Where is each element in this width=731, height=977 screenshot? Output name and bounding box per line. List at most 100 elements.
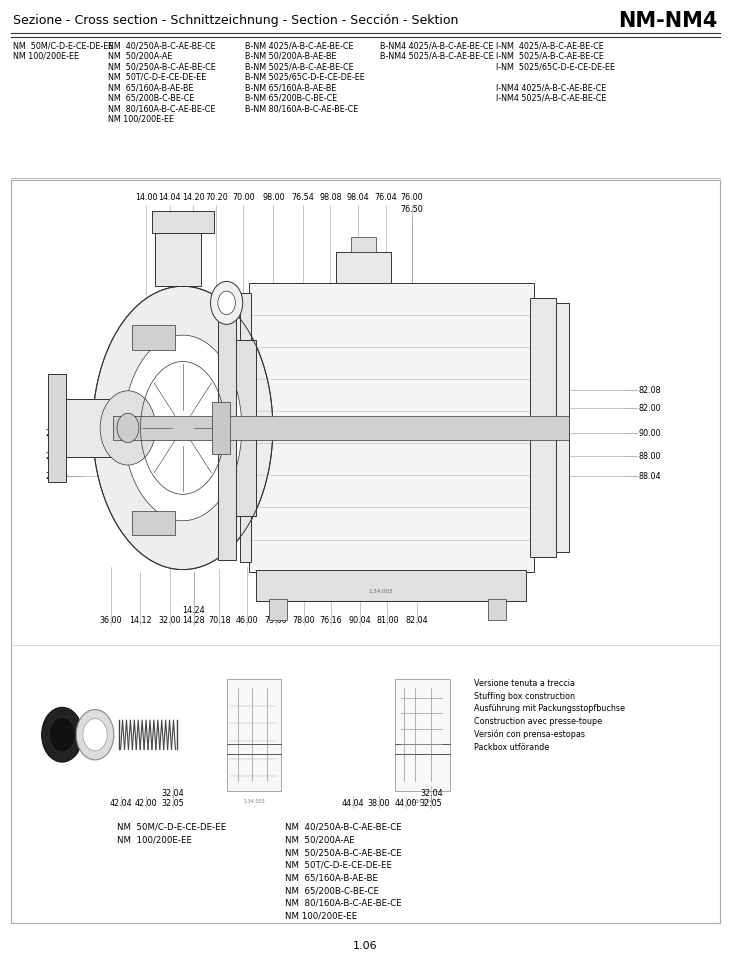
Text: NM  65/160A-B-AE-BE: NM 65/160A-B-AE-BE xyxy=(108,83,194,92)
Polygon shape xyxy=(124,335,242,521)
Text: NM  100/200E-EE: NM 100/200E-EE xyxy=(117,835,192,844)
Bar xyxy=(488,599,506,620)
Text: 90.00: 90.00 xyxy=(638,429,661,438)
Text: 28.04: 28.04 xyxy=(45,452,68,461)
Bar xyxy=(269,599,287,620)
Bar xyxy=(212,402,230,454)
Text: 14.04: 14.04 xyxy=(159,193,181,202)
Text: 76.04: 76.04 xyxy=(375,193,397,202)
Text: B-NM 65/200B-C-BE-CE: B-NM 65/200B-C-BE-CE xyxy=(245,94,337,103)
Text: NM 100/200E-EE: NM 100/200E-EE xyxy=(285,912,357,920)
Text: NM  80/160A-B-C-AE-BE-CE: NM 80/160A-B-C-AE-BE-CE xyxy=(285,899,402,908)
Bar xyxy=(218,296,236,560)
Text: 28.00: 28.00 xyxy=(45,429,68,438)
Bar xyxy=(240,293,251,562)
Text: 76.16: 76.16 xyxy=(320,616,342,625)
Circle shape xyxy=(211,281,243,324)
Text: 36.00: 36.00 xyxy=(100,616,122,625)
Text: 70.00: 70.00 xyxy=(232,193,254,202)
Text: Ausführung mit Packungsstopfbuchse: Ausführung mit Packungsstopfbuchse xyxy=(474,704,625,713)
Text: Versión con prensa-estopas: Versión con prensa-estopas xyxy=(474,730,585,740)
Text: 98.00: 98.00 xyxy=(262,193,284,202)
Text: 32.05: 32.05 xyxy=(161,799,184,808)
Text: 78.00: 78.00 xyxy=(293,616,315,625)
Text: 88.04: 88.04 xyxy=(638,472,661,481)
Bar xyxy=(351,237,376,252)
Text: 98.08: 98.08 xyxy=(319,193,341,202)
Text: 44.00: 44.00 xyxy=(395,799,417,808)
Text: NM 100/200E-EE: NM 100/200E-EE xyxy=(13,52,79,61)
Text: NM  50M/C-D-E-CE-DE-EE: NM 50M/C-D-E-CE-DE-EE xyxy=(117,823,226,831)
Text: NM  50T/C-D-E-CE-DE-EE: NM 50T/C-D-E-CE-DE-EE xyxy=(108,72,206,82)
Text: 32.05: 32.05 xyxy=(420,799,443,808)
Text: B-NM 5025/A-B-C-AE-BE-CE: B-NM 5025/A-B-C-AE-BE-CE xyxy=(245,63,354,71)
Bar xyxy=(249,283,534,572)
Polygon shape xyxy=(93,286,273,570)
Text: B-NM 4025/A-B-C-AE-BE-CE: B-NM 4025/A-B-C-AE-BE-CE xyxy=(245,41,353,50)
Bar xyxy=(227,678,281,791)
Circle shape xyxy=(49,717,75,752)
Circle shape xyxy=(76,709,114,760)
Text: NM  50/200A-AE: NM 50/200A-AE xyxy=(285,835,355,844)
Bar xyxy=(256,570,526,601)
Text: B-NM 65/160A-B-AE-BE: B-NM 65/160A-B-AE-BE xyxy=(245,83,336,92)
Circle shape xyxy=(117,413,139,443)
Text: I-NM  4025/A-B-C-AE-BE-CE: I-NM 4025/A-B-C-AE-BE-CE xyxy=(496,41,603,50)
Text: 1.34.004: 1.34.004 xyxy=(412,799,433,804)
Text: Sezione - Cross section - Schnittzeichnung - Section - Sección - Sektion: Sezione - Cross section - Schnittzeichnu… xyxy=(13,14,458,27)
Text: 90.04: 90.04 xyxy=(349,616,371,625)
Text: NM  50/250A-B-C-AE-BE-CE: NM 50/250A-B-C-AE-BE-CE xyxy=(285,848,402,857)
Text: NM  40/250A-B-C-AE-BE-CE: NM 40/250A-B-C-AE-BE-CE xyxy=(285,823,402,831)
Text: 76.00: 76.00 xyxy=(401,193,423,202)
Text: 14.20: 14.20 xyxy=(182,193,204,202)
Text: 1.34.003: 1.34.003 xyxy=(368,589,393,594)
Text: I-NM  5025/A-B-C-AE-BE-CE: I-NM 5025/A-B-C-AE-BE-CE xyxy=(496,52,604,61)
Text: B-NM 5025/65C-D-E-CE-DE-EE: B-NM 5025/65C-D-E-CE-DE-EE xyxy=(245,72,365,82)
Text: 14.24: 14.24 xyxy=(183,606,205,615)
Text: 14.00: 14.00 xyxy=(135,193,157,202)
Text: 32.04: 32.04 xyxy=(162,789,183,798)
Text: Stuffing box construction: Stuffing box construction xyxy=(474,692,575,701)
Text: Versione tenuta a treccia: Versione tenuta a treccia xyxy=(474,679,575,688)
Text: NM  40/250A-B-C-AE-BE-CE: NM 40/250A-B-C-AE-BE-CE xyxy=(108,41,216,50)
Text: 32.00: 32.00 xyxy=(159,616,181,625)
Bar xyxy=(530,298,556,557)
Bar xyxy=(11,180,720,923)
Text: NM-NM4: NM-NM4 xyxy=(618,11,718,30)
Text: I-NM4 5025/A-B-C-AE-BE-CE: I-NM4 5025/A-B-C-AE-BE-CE xyxy=(496,94,606,103)
Bar xyxy=(66,399,121,457)
Circle shape xyxy=(83,718,107,751)
Text: NM  65/200B-C-BE-CE: NM 65/200B-C-BE-CE xyxy=(285,886,379,895)
Text: NM  65/160A-B-AE-BE: NM 65/160A-B-AE-BE xyxy=(285,873,378,882)
Text: 76.50: 76.50 xyxy=(400,205,423,214)
Text: 76.54: 76.54 xyxy=(291,193,314,202)
Text: 82.08: 82.08 xyxy=(638,386,661,395)
Text: NM  50T/C-D-E-CE-DE-EE: NM 50T/C-D-E-CE-DE-EE xyxy=(285,861,392,870)
Bar xyxy=(113,416,569,440)
Bar xyxy=(132,511,175,535)
Text: Packbox utförande: Packbox utförande xyxy=(474,743,549,751)
Text: 46.00: 46.00 xyxy=(236,616,258,625)
Bar xyxy=(132,325,175,350)
Text: B-NM4 5025/A-B-C-AE-BE-CE: B-NM4 5025/A-B-C-AE-BE-CE xyxy=(380,52,493,61)
Text: 1.34.003: 1.34.003 xyxy=(243,799,265,804)
Text: Construction avec presse-toupe: Construction avec presse-toupe xyxy=(474,717,602,726)
Text: 70.20: 70.20 xyxy=(205,193,228,202)
Text: 88.00: 88.00 xyxy=(638,452,661,461)
Text: 82.04: 82.04 xyxy=(406,616,428,625)
Bar xyxy=(336,252,391,283)
Text: 73.00: 73.00 xyxy=(265,616,287,625)
Text: 42.00: 42.00 xyxy=(135,799,157,808)
Circle shape xyxy=(42,707,83,762)
Circle shape xyxy=(100,391,156,465)
Text: 81.00: 81.00 xyxy=(376,616,398,625)
Text: I-NM  5025/65C-D-E-CE-DE-EE: I-NM 5025/65C-D-E-CE-DE-EE xyxy=(496,63,615,71)
Text: I-NM4 4025/A-B-C-AE-BE-CE: I-NM4 4025/A-B-C-AE-BE-CE xyxy=(496,83,606,92)
Bar xyxy=(48,374,66,482)
Text: 70.18: 70.18 xyxy=(208,616,230,625)
Text: 14.28: 14.28 xyxy=(183,616,205,625)
Text: NM 100/200E-EE: NM 100/200E-EE xyxy=(108,115,174,124)
Text: NM  80/160A-B-C-AE-BE-CE: NM 80/160A-B-C-AE-BE-CE xyxy=(108,105,216,113)
Text: 1.06: 1.06 xyxy=(353,941,378,951)
Text: NM  65/200B-C-BE-CE: NM 65/200B-C-BE-CE xyxy=(108,94,194,103)
